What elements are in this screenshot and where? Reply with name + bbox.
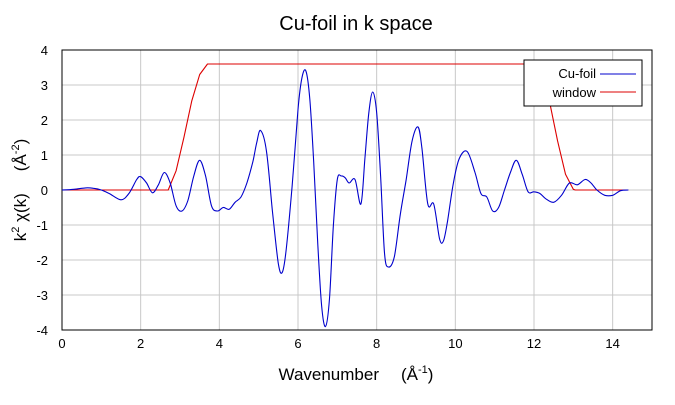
y-axis-label-k: k	[11, 232, 30, 241]
x-axis-label: Wavenumber (Å-1)	[279, 364, 434, 384]
x-tick-label: 2	[137, 336, 144, 351]
series-line-cu-foil	[61, 69, 629, 328]
data-lines	[61, 63, 629, 328]
x-tick-label: 6	[294, 336, 301, 351]
y-axis-label-unit: (Å	[11, 154, 30, 172]
x-axis-label-unit-close: )	[428, 365, 434, 384]
x-tick-label: 14	[605, 336, 619, 351]
y-axis-ticks: -4 -3 -2 -1 0 1 2 3 4	[36, 43, 48, 338]
y-tick-label: 1	[41, 148, 48, 163]
y-axis-label-unit-sup: -2	[10, 144, 22, 154]
y-axis-label-k-sup: 2	[10, 227, 22, 233]
y-tick-label: 4	[41, 43, 48, 58]
y-tick-label: -3	[36, 288, 48, 303]
y-axis-label-chi: χ(k)	[11, 193, 30, 226]
series-line-window	[62, 63, 629, 191]
x-tick-label: 0	[58, 336, 65, 351]
x-axis-label-main: Wavenumber	[279, 365, 380, 384]
y-axis-label-unit-close: )	[11, 139, 30, 145]
x-axis-label-unit-sup: -1	[418, 364, 428, 376]
x-tick-label: 4	[216, 336, 223, 351]
x-axis-label-unit: (Å	[401, 365, 419, 384]
x-axis-ticks: 0 2 4 6 8 10 12 14	[58, 336, 620, 351]
y-tick-label: -2	[36, 253, 48, 268]
x-tick-label: 10	[448, 336, 462, 351]
y-tick-label: 3	[41, 78, 48, 93]
legend-label-cu-foil: Cu-foil	[558, 66, 596, 81]
y-tick-label: 2	[41, 113, 48, 128]
legend: Cu-foil window	[523, 59, 643, 107]
y-axis-label: k2 χ(k) (Å-2)	[10, 139, 30, 242]
x-tick-label: 12	[527, 336, 541, 351]
x-tick-label: 8	[373, 336, 380, 351]
chart-title: Cu-foil in k space	[279, 13, 432, 35]
legend-box	[523, 59, 643, 107]
y-tick-label: -1	[36, 218, 48, 233]
legend-label-window: window	[552, 85, 597, 100]
y-tick-label: 0	[41, 183, 48, 198]
y-tick-label: -4	[36, 323, 48, 338]
